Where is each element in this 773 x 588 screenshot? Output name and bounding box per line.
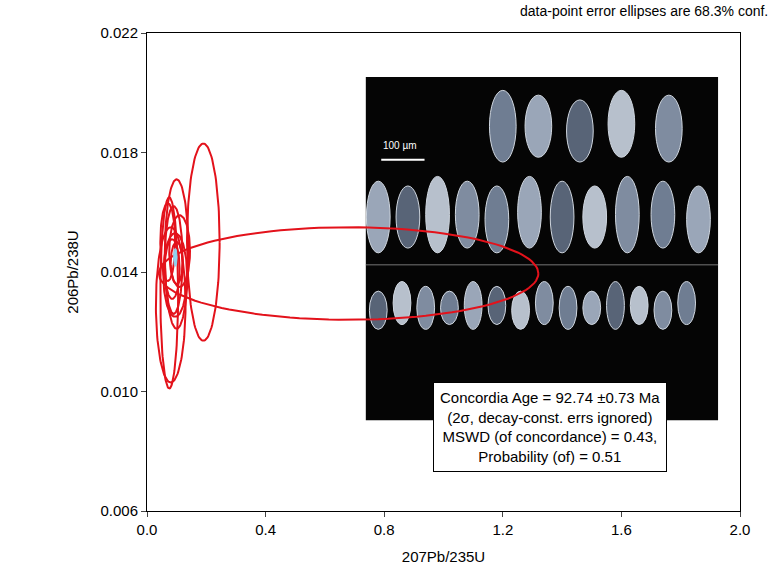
- svg-text:2.0: 2.0: [730, 521, 751, 538]
- svg-text:Concordia Age = 92.74 ±0.73 Ma: Concordia Age = 92.74 ±0.73 Ma(2σ, decay…: [440, 389, 660, 465]
- svg-text:0.010: 0.010: [100, 383, 138, 400]
- svg-text:1.6: 1.6: [611, 521, 632, 538]
- svg-text:1.2: 1.2: [492, 521, 513, 538]
- svg-text:0.0: 0.0: [137, 521, 158, 538]
- svg-text:data-point error ellipses are: data-point error ellipses are 68.3% conf…: [520, 3, 768, 19]
- svg-text:0.014: 0.014: [100, 263, 138, 280]
- svg-text:206Pb/238U: 206Pb/238U: [64, 230, 81, 313]
- svg-text:0.006: 0.006: [100, 502, 138, 519]
- svg-text:0.4: 0.4: [255, 521, 276, 538]
- svg-text:0.018: 0.018: [100, 144, 138, 161]
- svg-text:0.022: 0.022: [100, 24, 138, 41]
- svg-text:207Pb/235U: 207Pb/235U: [402, 548, 485, 565]
- svg-text:0.8: 0.8: [374, 521, 395, 538]
- svg-text:100 µm: 100 µm: [383, 140, 417, 151]
